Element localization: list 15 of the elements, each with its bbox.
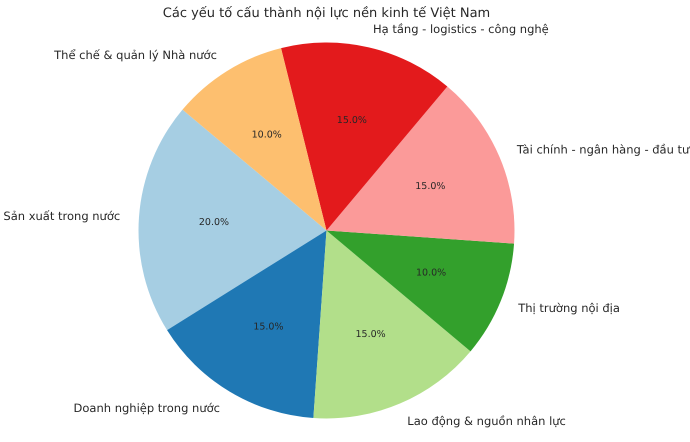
slice-label: Doanh nghiệp trong nước — [74, 400, 220, 415]
data-label: 20.0% — [198, 217, 230, 228]
data-label: 15.0% — [336, 115, 367, 126]
slice-label: Lao động & nguồn nhân lực — [407, 414, 566, 428]
data-label: 10.0% — [252, 129, 282, 140]
chart-title: Các yếu tố cấu thành nội lực nền kinh tế Việt Nam — [162, 5, 490, 21]
data-label: 15.0% — [415, 180, 446, 192]
slice-label: Sản xuất trong nước — [3, 209, 120, 224]
data-label: 10.0% — [416, 267, 446, 278]
data-label: 15.0% — [355, 328, 386, 340]
slice-label: Tài chính - ngân hàng - đầu tư — [516, 142, 690, 157]
slice-label: Thị trường nội địa — [517, 300, 620, 315]
slice-label: Thể chế & quản lý Nhà nước — [53, 48, 217, 62]
data-label: 15.0% — [253, 322, 284, 333]
slice-label: Hạ tầng - logistics - công nghệ — [373, 22, 549, 36]
